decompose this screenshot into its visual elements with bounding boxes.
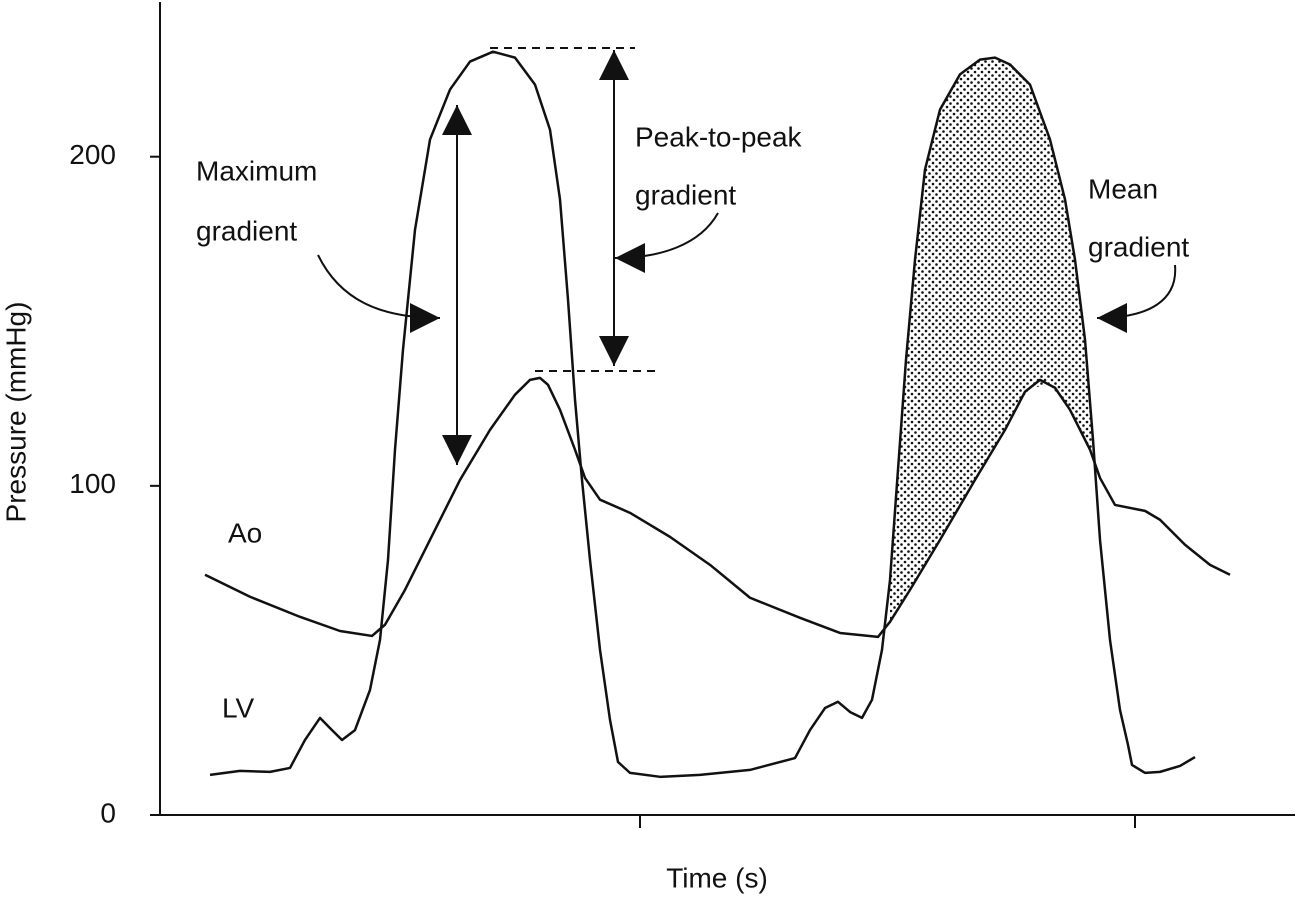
series-label: Ao xyxy=(228,517,262,548)
annotation: Mean xyxy=(1088,173,1158,204)
y-tick-label: 100 xyxy=(69,468,116,499)
series-line xyxy=(204,376,1231,639)
annotation: gradient xyxy=(196,215,297,246)
y-tick-label: 200 xyxy=(69,139,116,170)
annotation: Peak-to-peak xyxy=(635,121,803,152)
y-axis-label: Pressure (mmHg) xyxy=(0,302,31,523)
annotation: gradient xyxy=(635,179,736,210)
series-line xyxy=(209,50,1196,779)
curved-arrow xyxy=(614,212,719,273)
y-tick-label: 0 xyxy=(100,797,116,828)
x-axis-label: Time (s) xyxy=(666,862,768,893)
series-label: LV xyxy=(222,692,254,723)
annotation: gradient xyxy=(1088,231,1189,262)
curved-arrow xyxy=(317,254,441,333)
annotation: Maximum xyxy=(196,155,317,186)
curved-arrow xyxy=(1096,264,1177,333)
fill-layer xyxy=(890,57,1093,622)
mean-gradient-area xyxy=(890,57,1093,622)
